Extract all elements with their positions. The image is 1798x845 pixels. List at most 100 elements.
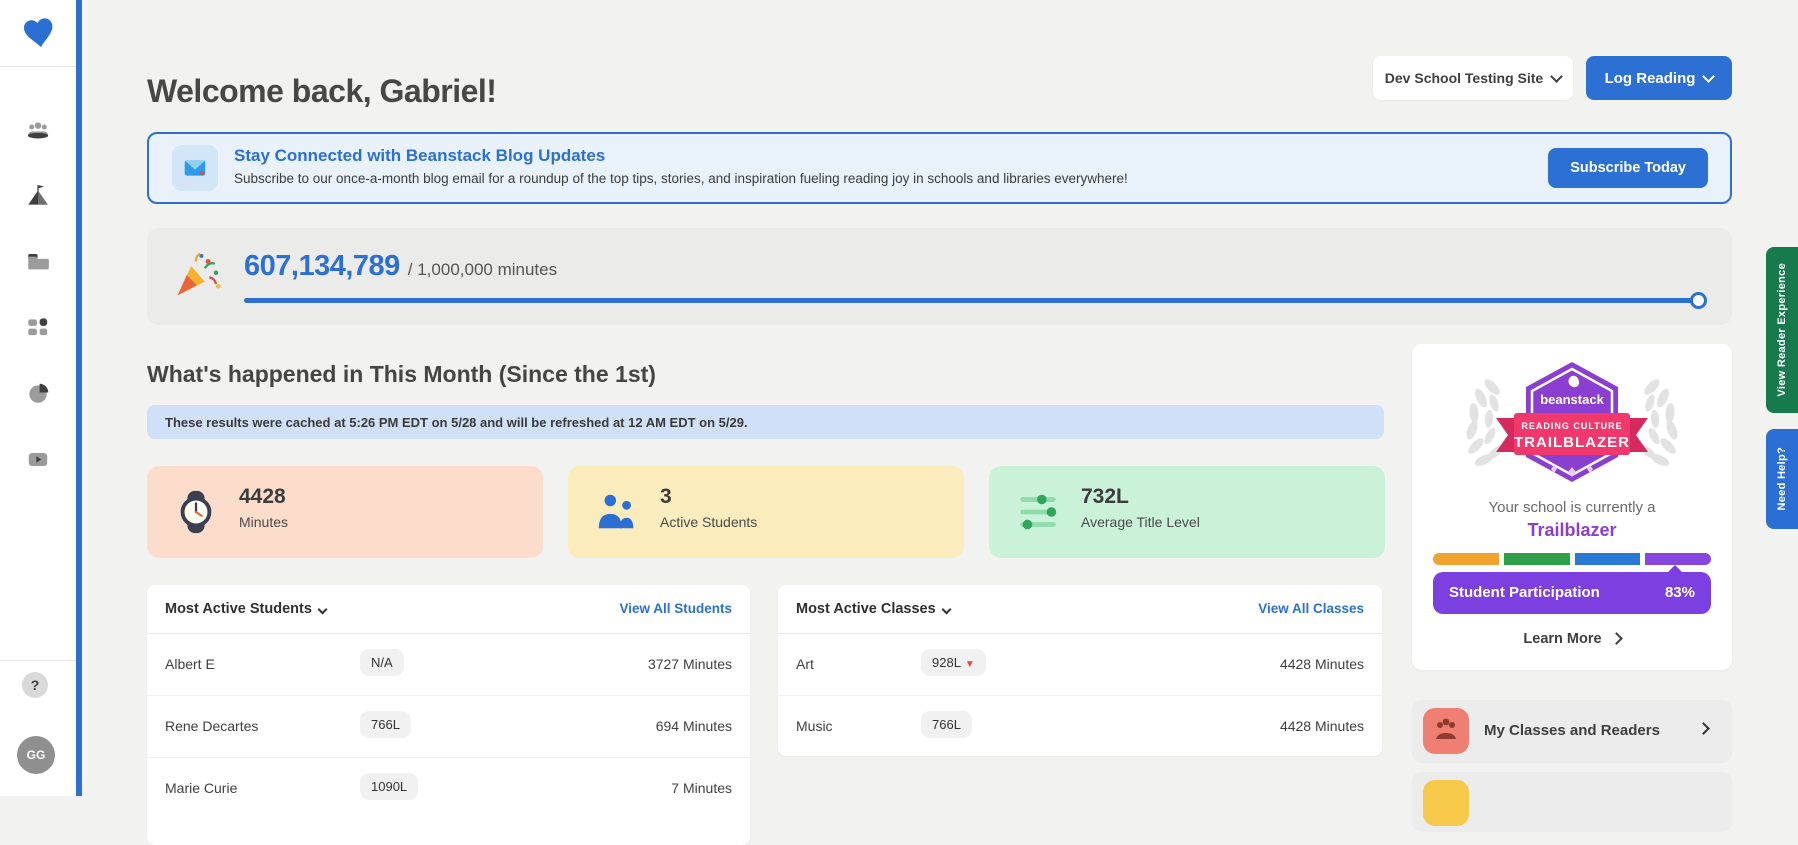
stat-label: Average Title Level: [1081, 514, 1200, 530]
classes-table-title: Most Active Classes: [796, 601, 936, 617]
sidebar-item-readers[interactable]: [25, 118, 51, 144]
need-help-tab[interactable]: Need Help?: [1766, 429, 1798, 529]
classes-table-title-dropdown[interactable]: Most Active Classes: [796, 601, 952, 617]
stat-card-title-level: 732L Average Title Level: [989, 466, 1385, 558]
sidebar: ? GG: [0, 0, 76, 796]
students-table-title-dropdown[interactable]: Most Active Students: [165, 601, 328, 617]
stat-label: Minutes: [239, 514, 289, 530]
table-row: Marie Curie 1090L 7 Minutes: [147, 758, 750, 819]
level-sliders-icon: [1015, 489, 1061, 535]
student-name: Rene Decartes: [165, 718, 259, 734]
chevron-down-icon: [1702, 69, 1716, 83]
table-row: Music 766L 4428 Minutes: [778, 696, 1382, 757]
month-section-heading: What's happened in This Month (Since the…: [147, 361, 656, 388]
divider: [0, 660, 76, 661]
view-reader-experience-tab[interactable]: View Reader Experience: [1766, 247, 1798, 413]
sidebar-item-resources[interactable]: [25, 248, 51, 274]
table-row: Art 928L ▼ 4428 Minutes: [778, 634, 1382, 696]
student-minutes: 694 Minutes: [655, 718, 732, 734]
tier-segment-purple: [1645, 553, 1711, 565]
site-selector-dropdown[interactable]: Dev School Testing Site: [1373, 56, 1573, 100]
email-heart-icon: [172, 145, 218, 191]
pie-chart-icon: [25, 380, 51, 406]
class-name: Art: [796, 656, 814, 672]
badge-ribbon-line1: READING CULTURE: [1521, 421, 1622, 431]
chevron-right-icon: [1697, 722, 1710, 735]
minutes-progress-text: 607,134,789 / 1,000,000 minutes: [244, 250, 557, 283]
view-all-classes-link[interactable]: View All Classes: [1258, 601, 1364, 616]
site-selector-value: Dev School Testing Site: [1384, 70, 1544, 86]
sidebar-item-reports[interactable]: [25, 380, 51, 406]
folder-icon: [25, 248, 51, 274]
table-row: Rene Decartes 766L 694 Minutes: [147, 696, 750, 758]
sidebar-item-apps[interactable]: [25, 314, 51, 340]
quick-link-card-partial[interactable]: [1412, 772, 1732, 832]
log-reading-label: Log Reading: [1604, 69, 1696, 87]
sidebar-accent-bar: [76, 0, 82, 796]
trailblazer-badge: beanstack READING CULTURE TRAILBLAZER: [1432, 358, 1712, 494]
student-minutes: 3727 Minutes: [647, 656, 732, 672]
participation-value: 83%: [1664, 584, 1695, 601]
chevron-down-icon: [941, 604, 952, 615]
classes-readers-icon: [1423, 708, 1469, 754]
chevron-right-icon: [1609, 632, 1623, 645]
beanstack-heart-logo[interactable]: [20, 14, 58, 52]
participation-panel: Student Participation 83%: [1433, 565, 1711, 614]
quick-link-label: My Classes and Readers: [1484, 722, 1660, 739]
minutes-progress-bar: [244, 292, 1707, 309]
reading-culture-card: beanstack READING CULTURE TRAILBLAZER Yo…: [1412, 344, 1732, 670]
progress-knob: [1690, 292, 1707, 309]
page-title: Welcome back, Gabriel!: [147, 73, 497, 110]
class-minutes: 4428 Minutes: [1279, 718, 1364, 734]
table-row: Albert E N/A 3727 Minutes: [147, 634, 750, 696]
banner-title: Stay Connected with Beanstack Blog Updat…: [234, 146, 606, 165]
tier-segment-green: [1503, 553, 1570, 565]
log-reading-button[interactable]: Log Reading: [1586, 56, 1732, 100]
student-name: Albert E: [165, 656, 215, 672]
subscribe-today-button[interactable]: Subscribe Today: [1548, 148, 1708, 188]
sidebar-item-videos[interactable]: [25, 446, 51, 472]
badge-brand-text: beanstack: [1540, 392, 1604, 407]
mountain-flag-icon: [25, 183, 51, 209]
participation-label: Student Participation: [1449, 584, 1600, 601]
banner-subtitle: Subscribe to our once-a-month blog email…: [234, 171, 1128, 186]
level-badge: N/A: [360, 649, 404, 676]
edge-tab-label: View Reader Experience: [1776, 263, 1788, 397]
stat-value: 4428: [239, 485, 286, 508]
view-all-students-link[interactable]: View All Students: [619, 601, 732, 616]
divider: [0, 66, 76, 67]
blog-banner: Stay Connected with Beanstack Blog Updat…: [147, 132, 1732, 204]
table-header: Most Active Classes View All Classes: [778, 585, 1382, 634]
video-play-icon: [25, 446, 51, 472]
stat-card-active-students: 3 Active Students: [568, 466, 964, 558]
chevron-down-icon: [317, 604, 328, 615]
my-classes-and-readers-card[interactable]: My Classes and Readers: [1412, 700, 1732, 763]
level-badge: 766L: [360, 711, 411, 738]
stat-value: 3: [660, 485, 672, 508]
trend-down-icon: ▼: [964, 659, 975, 670]
student-name: Marie Curie: [165, 780, 238, 796]
minutes-current: 607,134,789: [244, 250, 400, 282]
stat-label: Active Students: [660, 514, 758, 530]
help-button[interactable]: ?: [22, 672, 48, 698]
school-status-value: Trailblazer: [1527, 520, 1617, 540]
learn-more-label: Learn More: [1523, 631, 1602, 647]
user-avatar[interactable]: GG: [17, 736, 55, 774]
tier-progress-bar: [1433, 553, 1711, 565]
party-popper-icon: [171, 248, 225, 302]
clock-icon: [173, 489, 219, 535]
minutes-goal: / 1,000,000 minutes: [407, 260, 558, 279]
most-active-classes-card: Most Active Classes View All Classes Art…: [778, 585, 1382, 756]
grid-icon: [25, 314, 51, 340]
school-status-prefix: Your school is currently a: [1488, 499, 1656, 516]
level-badge: 766L: [921, 711, 972, 738]
tier-segment-blue: [1574, 553, 1641, 565]
learn-more-link[interactable]: Learn More: [1412, 631, 1732, 647]
level-value: 928L: [932, 655, 961, 670]
students-table-title: Most Active Students: [165, 601, 312, 617]
stat-card-minutes: 4428 Minutes: [147, 466, 543, 558]
badge-ribbon-line2: TRAILBLAZER: [1514, 434, 1630, 451]
quick-link-icon: [1423, 780, 1469, 826]
table-header: Most Active Students View All Students: [147, 585, 750, 634]
sidebar-item-challenges[interactable]: [25, 183, 51, 209]
